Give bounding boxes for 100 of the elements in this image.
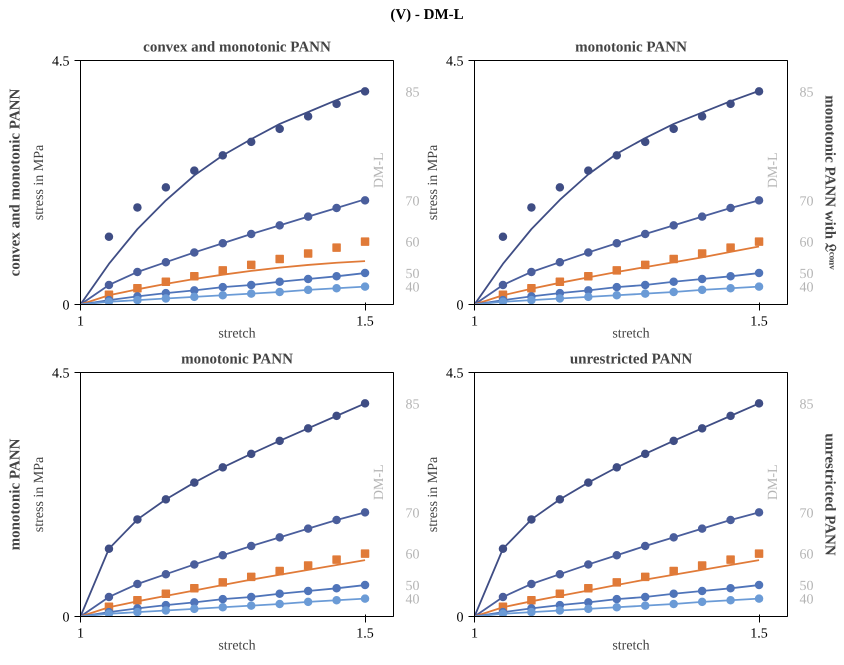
y-tick-label: 0	[62, 298, 70, 314]
text: monotonic PANN	[8, 438, 24, 550]
point	[726, 100, 735, 108]
chart-title: convex and monotonic PANN	[143, 40, 331, 56]
point	[275, 277, 284, 286]
point	[162, 589, 170, 598]
point	[218, 603, 228, 612]
point	[218, 594, 228, 604]
point	[584, 560, 593, 569]
point	[584, 584, 593, 593]
y-tick-label: 0	[456, 298, 464, 314]
point	[612, 291, 622, 300]
point	[726, 204, 735, 212]
point	[104, 232, 114, 241]
text: 40	[406, 592, 420, 608]
y-tick-label: 4.5	[52, 54, 70, 70]
x-tick-label: 1.5	[750, 626, 768, 642]
point	[332, 100, 341, 108]
point	[669, 533, 678, 542]
point	[133, 284, 142, 292]
point	[162, 277, 170, 286]
x-axis-title: stretch	[218, 638, 256, 654]
point	[498, 544, 508, 553]
point	[218, 266, 228, 275]
point	[612, 603, 622, 612]
point	[640, 260, 650, 270]
point	[360, 399, 370, 408]
point	[698, 212, 706, 221]
x-tick-label: 1.5	[356, 314, 374, 330]
text: 60	[800, 548, 814, 563]
point	[162, 183, 170, 192]
y2-axis-title: unrestricted PANN	[822, 433, 838, 556]
text: 40	[800, 592, 814, 608]
point	[304, 274, 312, 284]
point	[556, 606, 564, 615]
point	[640, 592, 650, 602]
point	[246, 450, 256, 458]
text: 40	[800, 280, 814, 296]
x-tick-label: 1	[471, 314, 478, 330]
point	[612, 282, 622, 292]
point	[190, 248, 199, 257]
point	[304, 598, 312, 606]
text: 50	[800, 579, 814, 594]
point	[556, 183, 564, 192]
point	[332, 516, 341, 524]
point	[190, 292, 199, 302]
point	[246, 572, 256, 582]
point	[246, 542, 256, 550]
point	[218, 282, 228, 292]
point	[133, 296, 142, 304]
point	[104, 280, 114, 290]
point	[246, 230, 256, 238]
x-axis-title: stretch	[612, 326, 650, 342]
point	[304, 112, 312, 121]
point	[584, 292, 593, 302]
point	[527, 296, 536, 304]
chart-title: monotonic PANN	[181, 352, 294, 368]
point	[304, 586, 312, 596]
point	[669, 277, 678, 286]
point	[754, 580, 764, 590]
x-tick-label: 1	[77, 626, 84, 642]
text: 85	[800, 397, 814, 412]
point	[640, 601, 650, 610]
point	[698, 586, 706, 596]
point	[190, 478, 199, 487]
point	[218, 578, 228, 587]
point	[754, 237, 764, 246]
y-axis-title: stress in MPa	[32, 456, 47, 532]
point	[584, 166, 593, 175]
x-tick-label: 1	[77, 314, 84, 330]
point	[162, 495, 170, 504]
point	[726, 412, 735, 420]
text: 70	[800, 194, 814, 210]
point	[754, 282, 764, 291]
point	[726, 272, 735, 281]
text: 70	[800, 506, 814, 522]
point	[275, 589, 284, 598]
point	[275, 533, 284, 542]
chart-title: monotonic PANN	[575, 40, 688, 56]
point	[669, 221, 678, 230]
x-axis-title: stretch	[612, 638, 650, 654]
line-series	[80, 260, 366, 304]
point	[726, 584, 735, 593]
annotation: DM-L	[372, 464, 387, 500]
point	[275, 566, 284, 576]
point	[669, 566, 678, 576]
point	[360, 268, 370, 278]
point	[640, 542, 650, 550]
point	[133, 580, 142, 588]
annotation: DM-L	[766, 152, 781, 188]
point	[246, 289, 256, 298]
point	[584, 272, 593, 281]
point	[190, 272, 199, 281]
point	[640, 138, 650, 146]
point	[726, 596, 735, 604]
text: 70	[406, 506, 420, 522]
point	[584, 604, 593, 614]
point	[275, 221, 284, 230]
point	[218, 291, 228, 300]
text: 50	[800, 267, 814, 282]
